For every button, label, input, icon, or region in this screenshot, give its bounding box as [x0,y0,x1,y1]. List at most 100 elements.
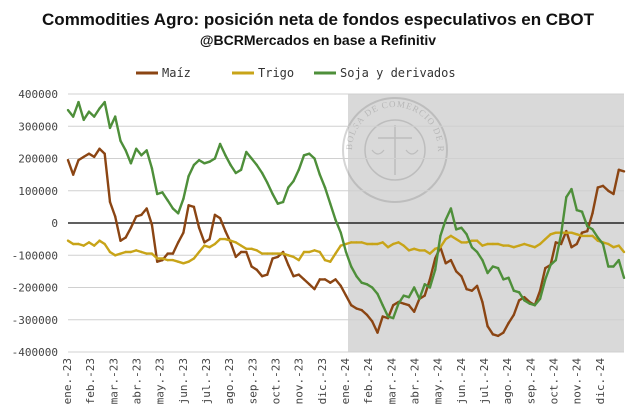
line-segment [255,268,264,278]
line-segment [245,150,253,160]
line-segment [418,283,426,300]
line-segment [486,265,495,275]
legend-label: Maíz [162,66,191,80]
y-tick-label: 100000 [18,185,58,198]
line-segment [66,158,75,176]
line-segment [113,115,122,143]
line-segment [182,174,190,201]
line-segment [197,244,206,254]
line-segment [350,265,358,278]
line-segment [266,181,274,196]
x-tick-label: may.-24 [432,358,445,405]
x-tick-label: feb.-23 [84,358,97,404]
x-tick-label: sep.-23 [246,358,259,404]
line-segment [192,205,201,230]
line-segment [538,266,547,292]
y-tick-label: -400000 [12,346,58,359]
line-segment [554,233,563,262]
line-segment [517,291,526,302]
y-tick-label: 300000 [18,120,58,133]
line-segment [329,252,337,263]
line-segment [150,252,159,260]
line-segment [197,226,206,244]
line-segment [150,166,159,196]
line-segment [475,239,484,247]
line-segment [423,278,432,297]
line-segment [92,107,101,118]
line-segment [171,241,180,255]
line-segment [407,304,416,313]
line-segment [192,250,201,260]
line-segment [229,163,238,175]
x-tick-label: nov.-24 [571,358,584,405]
line-segment [176,231,185,244]
y-axis: 400000 300000 200000 100000 0 -100000 -200000 -… [12,88,58,359]
line-segment [559,195,568,236]
line-segment [287,179,295,189]
line-segment [502,321,510,334]
line-segment [234,250,243,259]
line-segment [318,250,327,262]
line-segment [124,149,133,165]
line-segment [617,244,626,254]
line-segment [434,234,442,271]
line-segment [124,226,133,239]
line-segment [612,168,620,196]
line-segment [208,213,217,241]
line-segment [376,292,384,307]
line-segment [213,142,222,160]
line-segment [271,192,279,205]
line-segment [439,245,447,265]
line-segment [329,202,337,222]
line-segment [129,147,138,165]
series-lines [66,100,626,338]
x-tick-label: dic.-23 [316,358,329,404]
line-segment [113,215,122,242]
line-segment [596,236,605,246]
line-segment [407,286,416,299]
line-segment [339,284,348,297]
line-segment [103,100,112,130]
line-segment [507,276,515,292]
y-tick-label: -100000 [12,249,58,262]
line-segment [255,163,264,175]
line-segment [449,258,458,273]
line-segment [150,223,159,263]
line-segment [507,313,515,325]
line-segment [486,325,495,336]
line-segment [92,147,101,159]
x-tick-label: ene.-24 [339,358,352,405]
line-segment [245,250,253,268]
x-tick-label: ago.-23 [223,358,236,404]
line-segment [92,239,101,247]
line-segment [617,168,626,173]
line-segment [481,258,489,275]
line-segment [103,152,112,204]
line-segment [538,278,547,300]
chart-title: Commodities Agro: posición neta de fondo… [42,10,594,29]
line-segment [392,302,400,320]
line-segment [381,304,390,318]
line-segment [239,150,248,172]
line-segment [266,257,274,276]
line-segment [287,263,295,278]
x-tick-label: mar.-23 [107,358,120,404]
line-segment [334,244,342,255]
line-segment [176,197,185,215]
line-segment [355,275,363,284]
x-tick-label: jul.-24 [478,358,491,405]
line-segment [108,200,117,218]
line-segment [428,268,437,289]
line-segment [601,242,610,268]
line-segment [475,284,484,304]
series-soja-y-derivados [66,100,626,320]
line-segment [187,163,196,178]
line-segment [182,204,190,234]
x-tick-label: nov.-23 [293,358,306,404]
line-segment [580,210,589,228]
line-segment [439,237,447,249]
line-segment [475,250,484,262]
line-segment [512,299,521,317]
line-segment [591,228,599,239]
